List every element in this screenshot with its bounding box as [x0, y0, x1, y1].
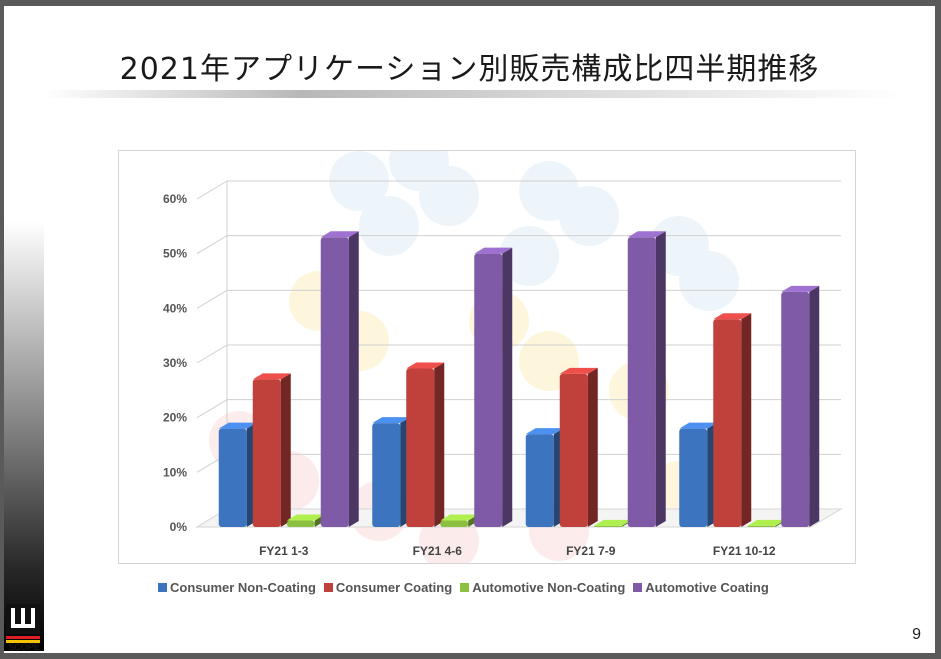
- y-tick-label: 60%: [163, 192, 187, 206]
- y-tick-label: 20%: [163, 411, 187, 425]
- legend-item: Consumer Non-Coating: [158, 580, 316, 595]
- x-category-label: FY21 7-9: [566, 544, 616, 558]
- bar: [559, 367, 598, 527]
- bar: [372, 417, 411, 527]
- bar: [679, 422, 718, 527]
- bar: [525, 428, 564, 527]
- bar: [440, 514, 479, 527]
- y-tick-label: 30%: [163, 356, 187, 370]
- chart-area: 0% 10% 20% 30% 40% 50% 60% FY21 1-3 FY21 4-6 FY21…: [118, 150, 856, 564]
- bar: [320, 231, 359, 527]
- y-tick-label: 50%: [163, 247, 187, 261]
- legend-label: Consumer Coating: [335, 579, 453, 595]
- logo-label: SCOPE: [8, 642, 40, 652]
- chart-legend: Consumer Non-Coating Consumer Coating Auto…: [158, 577, 771, 597]
- legend-item: Automotive Coating: [633, 580, 769, 595]
- page-number: 9: [912, 626, 921, 643]
- legend-item: Automotive Non-Coating: [460, 580, 625, 595]
- bar: [474, 247, 513, 527]
- y-tick-label: 0%: [170, 520, 188, 534]
- legend-label: Consumer Non-Coating: [170, 579, 316, 595]
- legend-swatch: [158, 582, 167, 592]
- legend-label: Automotive Coating: [645, 579, 769, 595]
- bar: [627, 231, 666, 527]
- bar: [218, 422, 257, 527]
- legend-item: Consumer Coating: [323, 579, 453, 595]
- title-underline: [44, 90, 904, 98]
- legend-swatch: [460, 582, 470, 592]
- bar: [781, 285, 820, 527]
- page-title: 2021年アプリケーション別販売構成比四半期推移: [119, 52, 820, 87]
- bar: [252, 373, 291, 527]
- y-tick-label: 10%: [163, 465, 187, 479]
- x-category-label: FY21 1-3: [259, 544, 309, 558]
- legend-swatch: [323, 582, 333, 592]
- slide: 2021年アプリケーション別販売構成比四半期推移 SCOPE 9 0% 10% 20…: [4, 6, 935, 653]
- left-gradient-bar: [4, 221, 44, 651]
- x-category-label: FY21 10-12: [713, 544, 776, 558]
- bar-chart: 0% 10% 20% 30% 40% 50% 60% FY21 1-3 FY21 4-6 FY21…: [163, 151, 843, 563]
- y-tick-label: 40%: [163, 301, 187, 315]
- bar: [713, 313, 752, 527]
- bar: [593, 519, 632, 527]
- legend-label: Automotive Non-Coating: [472, 579, 626, 595]
- legend-swatch: [633, 582, 643, 592]
- company-logo-icon: [6, 604, 40, 643]
- x-category-label: FY21 4-6: [413, 544, 463, 558]
- bar: [406, 362, 445, 527]
